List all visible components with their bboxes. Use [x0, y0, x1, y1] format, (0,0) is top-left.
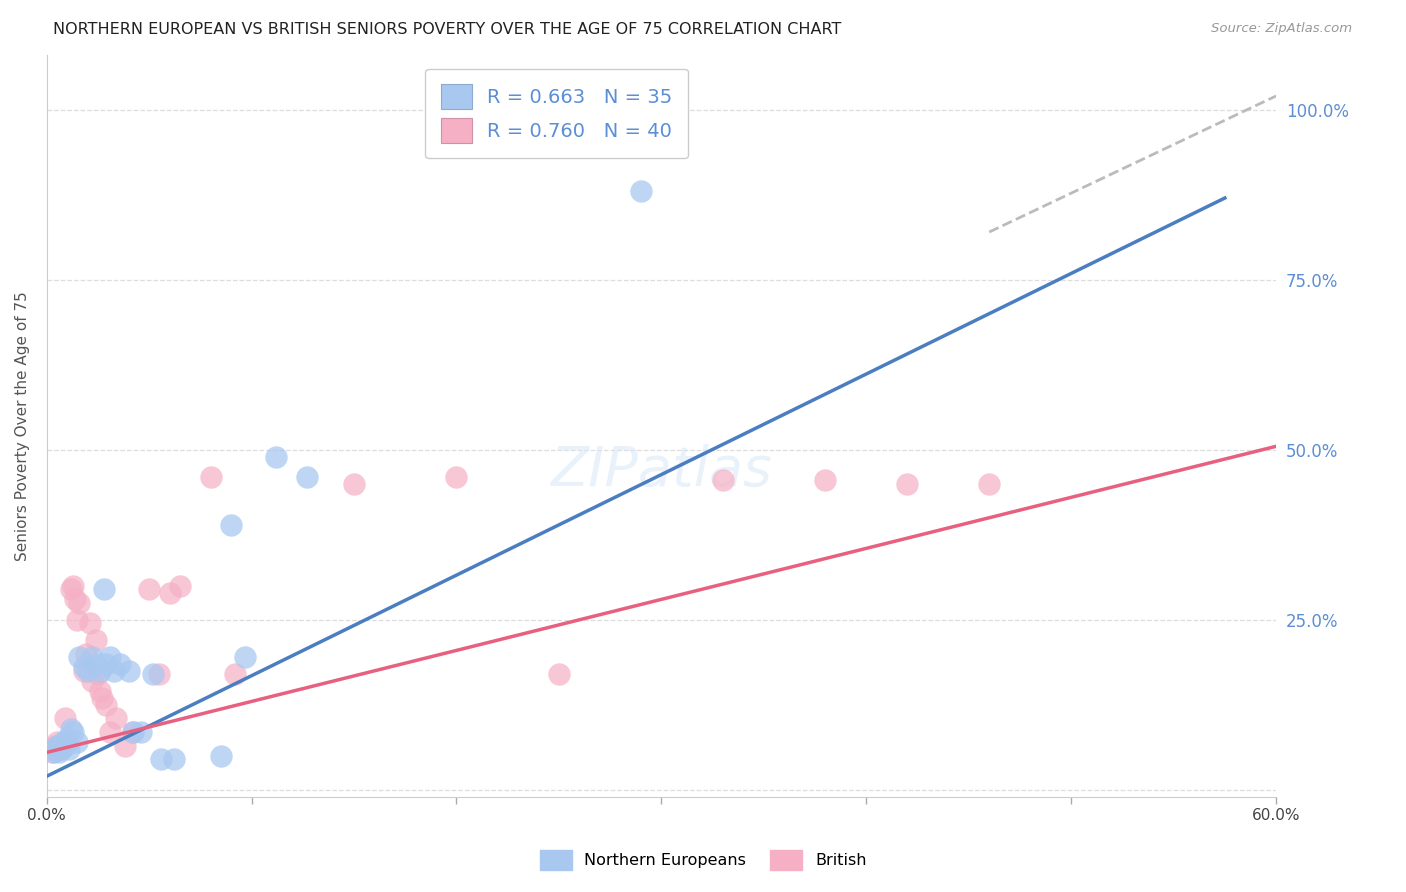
Point: [48, 742, 70, 756]
Point: [62, 579, 84, 593]
Point: [98, 725, 121, 739]
Legend: Northern Europeans, British: Northern Europeans, British: [533, 844, 873, 877]
Point: [896, 476, 918, 491]
Point: [80, 673, 103, 688]
Point: [89, 664, 111, 678]
Point: [89, 684, 111, 698]
Point: [87, 667, 110, 681]
Point: [630, 184, 652, 198]
Point: [69, 596, 91, 610]
Point: [42, 746, 65, 760]
Point: [76, 664, 98, 678]
Point: [42, 746, 65, 760]
Point: [44, 739, 66, 753]
Point: [117, 664, 139, 678]
Point: [142, 667, 165, 681]
Point: [84, 657, 107, 671]
Point: [72, 664, 94, 678]
Point: [138, 582, 160, 597]
Point: [446, 470, 468, 484]
Point: [49, 742, 72, 756]
Point: [79, 616, 101, 631]
Text: NORTHERN EUROPEAN VS BRITISH SENIORS POVERTY OVER THE AGE OF 75 CORRELATION CHAR: NORTHERN EUROPEAN VS BRITISH SENIORS POV…: [53, 22, 842, 37]
Point: [69, 650, 91, 665]
Point: [200, 470, 222, 484]
Point: [979, 476, 1001, 491]
Point: [60, 722, 83, 736]
Point: [84, 633, 107, 648]
Point: [264, 450, 287, 464]
Point: [94, 657, 117, 671]
Point: [93, 582, 115, 597]
Point: [75, 647, 97, 661]
Point: [209, 748, 232, 763]
Point: [98, 650, 121, 665]
Point: [60, 582, 83, 597]
Text: ZIPatlas: ZIPatlas: [550, 444, 772, 497]
Point: [80, 650, 103, 665]
Point: [110, 657, 132, 671]
Point: [103, 664, 125, 678]
Point: [45, 735, 67, 749]
Point: [94, 698, 117, 712]
Legend: R = 0.663   N = 35, R = 0.760   N = 40: R = 0.663 N = 35, R = 0.760 N = 40: [425, 69, 689, 159]
Point: [121, 725, 143, 739]
Point: [58, 742, 80, 756]
Text: Source: ZipAtlas.com: Source: ZipAtlas.com: [1212, 22, 1353, 36]
Point: [105, 711, 128, 725]
Point: [62, 725, 84, 739]
Point: [548, 667, 571, 681]
Point: [53, 711, 76, 725]
Point: [235, 650, 257, 665]
Point: [45, 739, 67, 753]
Point: [52, 735, 75, 749]
Point: [159, 585, 181, 599]
Point: [219, 517, 242, 532]
Point: [169, 579, 191, 593]
Point: [814, 473, 837, 487]
Point: [65, 592, 87, 607]
Point: [129, 725, 152, 739]
Point: [343, 476, 366, 491]
Point: [121, 725, 143, 739]
Y-axis label: Seniors Poverty Over the Age of 75: Seniors Poverty Over the Age of 75: [15, 291, 30, 561]
Point: [224, 667, 246, 681]
Point: [148, 667, 170, 681]
Point: [114, 739, 136, 753]
Point: [295, 470, 318, 484]
Point: [49, 742, 72, 756]
Point: [91, 691, 114, 706]
Point: [56, 735, 79, 749]
Point: [150, 752, 173, 766]
Point: [72, 660, 94, 674]
Point: [48, 746, 70, 760]
Point: [66, 735, 89, 749]
Point: [56, 731, 79, 746]
Point: [44, 742, 66, 756]
Point: [53, 739, 76, 753]
Point: [711, 473, 734, 487]
Point: [66, 613, 89, 627]
Point: [39, 742, 62, 756]
Point: [163, 752, 186, 766]
Point: [52, 739, 75, 753]
